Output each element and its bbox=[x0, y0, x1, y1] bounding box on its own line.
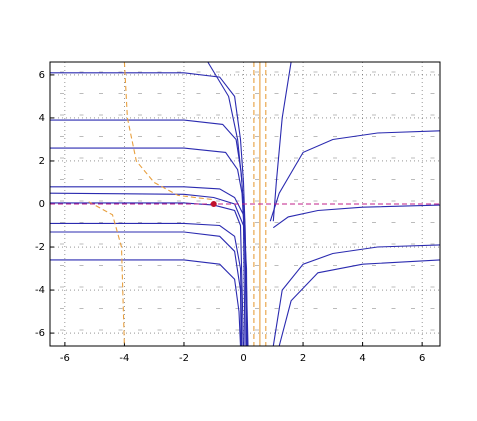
curve bbox=[50, 222, 243, 347]
point bbox=[210, 201, 217, 207]
curve bbox=[50, 259, 242, 347]
x-tick-label: 0 bbox=[240, 353, 246, 364]
y-tick-label: -2 bbox=[35, 242, 45, 253]
axes-box bbox=[49, 61, 441, 347]
y-tick-label: 2 bbox=[39, 156, 45, 167]
x-tick-label: 2 bbox=[300, 353, 306, 364]
curve bbox=[269, 130, 441, 222]
curve bbox=[88, 201, 125, 347]
y-tick-label: 6 bbox=[39, 70, 45, 81]
curve bbox=[49, 192, 246, 347]
x-tick-label: 6 bbox=[419, 353, 425, 364]
curve bbox=[272, 204, 441, 229]
curve bbox=[278, 259, 441, 347]
curve bbox=[50, 119, 249, 347]
x-tick-label: -4 bbox=[119, 353, 129, 364]
curve bbox=[207, 61, 243, 183]
y-tick-label: -6 bbox=[35, 328, 45, 339]
curve bbox=[272, 61, 292, 222]
y-tick-label: -4 bbox=[35, 285, 45, 296]
curve bbox=[123, 61, 214, 201]
x-tick-label: 4 bbox=[359, 353, 365, 364]
curve bbox=[50, 231, 242, 347]
x-tick-label: -6 bbox=[60, 353, 70, 364]
y-tick-label: 4 bbox=[39, 113, 45, 124]
curve bbox=[272, 244, 441, 347]
y-tick-label: 0 bbox=[39, 199, 45, 210]
x-tick-label: -2 bbox=[179, 353, 189, 364]
curve bbox=[50, 202, 245, 347]
curve bbox=[50, 186, 248, 347]
